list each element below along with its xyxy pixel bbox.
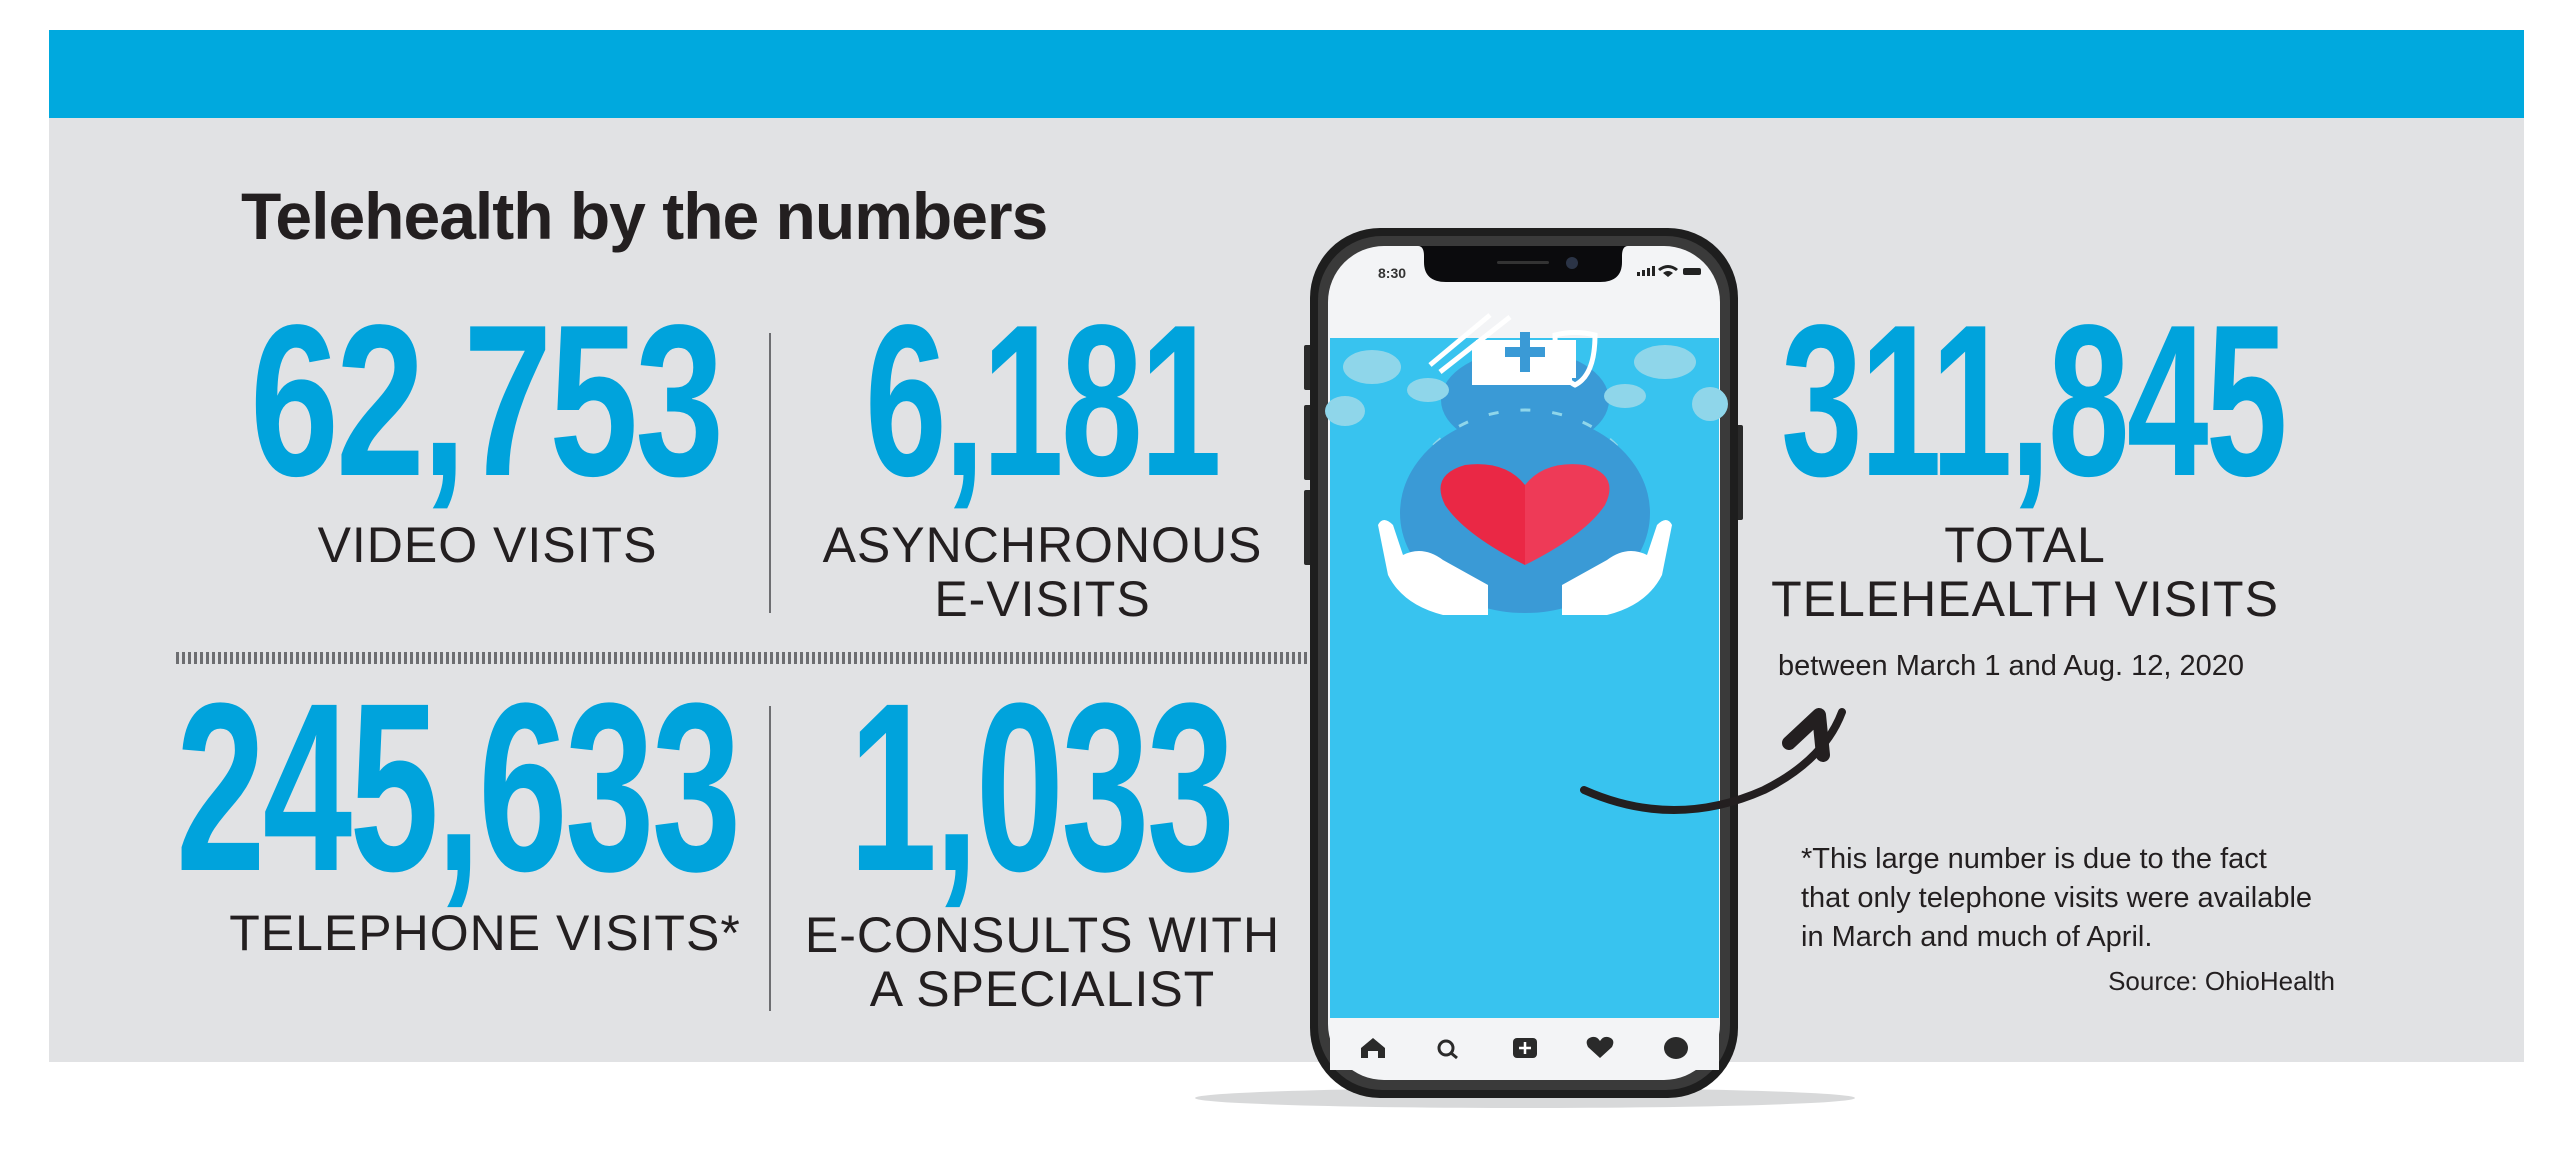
heart-icon[interactable] — [1586, 1036, 1614, 1058]
date-range: between March 1 and Aug. 12, 2020 — [1778, 650, 2244, 682]
label-line: A SPECIALIST — [869, 961, 1216, 1017]
video-visits-label: VIDEO VISITS — [305, 518, 670, 572]
shield-icon — [1552, 330, 1598, 388]
hand-left-icon — [1378, 520, 1488, 615]
gear-icon — [1692, 387, 1728, 421]
source-credit: Source: OhioHealth — [2108, 966, 2335, 996]
footnote-line: that only telephone visits were availabl… — [1801, 882, 2313, 914]
telephone-visits-number: 245,633 — [176, 653, 741, 921]
hand-right-icon — [1562, 520, 1672, 615]
top-banner — [49, 30, 2524, 118]
label-line: ASYNCHRONOUS — [822, 517, 1263, 573]
profile-icon[interactable] — [1664, 1037, 1688, 1059]
divider — [769, 706, 771, 1011]
phone-24-icon — [1407, 378, 1449, 402]
econsults-label: E-CONSULTS WITH A SPECIALIST — [795, 908, 1290, 1016]
footnote-line: in March and much of April. — [1801, 921, 2153, 953]
divider — [769, 333, 771, 613]
arrowhead-icon — [1782, 708, 1830, 762]
label-line: TELEHEALTH VISITS — [1771, 571, 2279, 627]
page-title: Telehealth by the numbers — [241, 179, 1048, 253]
home-icon[interactable] — [1361, 1038, 1385, 1058]
label-line: E-VISITS — [934, 571, 1151, 627]
footnote: *This large number is due to the fact th… — [1801, 840, 2312, 957]
label-line: E-CONSULTS WITH — [804, 907, 1281, 963]
hourglass-icon — [1634, 345, 1696, 379]
total-visits-number: 311,845 — [1781, 279, 2288, 521]
telephone-visits-label: TELEPHONE VISITS* — [225, 906, 745, 960]
content-panel — [49, 118, 2524, 1062]
label-line: TELEPHONE VISITS* — [229, 905, 741, 961]
label-line: TOTAL — [1944, 517, 2106, 573]
dotted-divider — [176, 652, 1316, 664]
total-visits-label: TOTAL TELEHEALTH VISITS — [1760, 518, 2290, 626]
status-icons — [1637, 265, 1701, 277]
label-line: VIDEO VISITS — [317, 517, 658, 573]
doctor-icon — [1604, 384, 1646, 408]
econsults-number: 1,033 — [849, 653, 1235, 921]
shield-plus-icon — [1343, 350, 1401, 384]
async-evisits-label: ASYNCHRONOUS E-VISITS — [800, 518, 1285, 626]
heart-icon-right — [1525, 464, 1610, 565]
video-visits-number: 62,753 — [250, 279, 724, 521]
async-evisits-number: 6,181 — [865, 279, 1222, 521]
search-icon[interactable] — [1437, 1039, 1455, 1057]
pills-icon — [1325, 396, 1365, 426]
footnote-line: *This large number is due to the fact — [1801, 843, 2267, 875]
crutch-icon — [1428, 313, 1512, 374]
status-time: 8:30 — [1378, 265, 1406, 281]
heart-icon-left — [1440, 464, 1525, 565]
